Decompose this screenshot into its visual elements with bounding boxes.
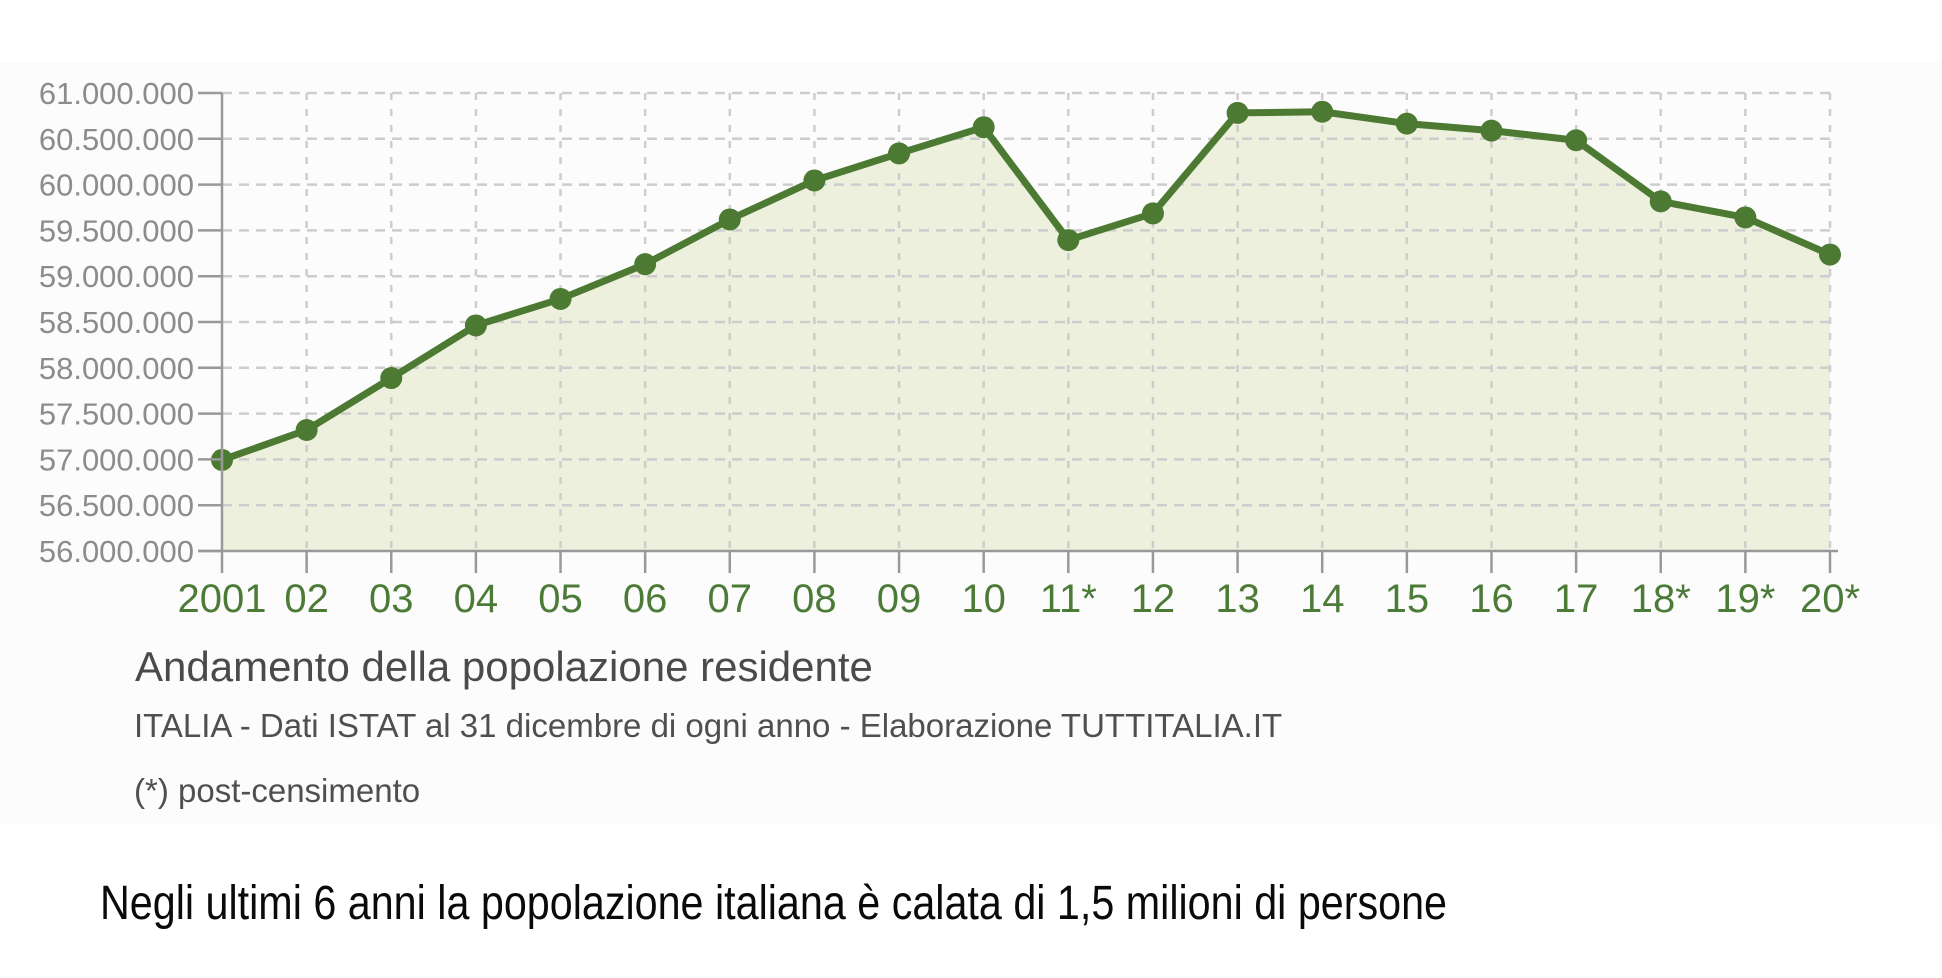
data-point [1649, 190, 1672, 213]
data-point [1226, 101, 1249, 124]
x-axis-label: 19* [1715, 577, 1775, 621]
x-axis-label: 02 [284, 577, 329, 621]
y-axis-label: 58.000.000 [39, 351, 194, 386]
y-axis-label: 60.500.000 [39, 122, 194, 157]
data-point [464, 314, 487, 337]
data-point [718, 208, 741, 231]
y-axis-label: 58.500.000 [39, 305, 194, 340]
data-point [1057, 229, 1080, 252]
x-axis-label: 18* [1631, 577, 1691, 621]
y-axis-label: 61.000.000 [39, 76, 194, 111]
x-axis-label: 06 [623, 577, 668, 621]
data-point [1480, 119, 1503, 142]
y-axis-label: 57.000.000 [39, 442, 194, 477]
data-point [1141, 202, 1164, 225]
chart-footnote: (*) post-censimento [134, 772, 421, 809]
y-axis-label: 57.500.000 [39, 397, 194, 432]
x-axis-label: 07 [708, 577, 753, 621]
page-caption: Negli ultimi 6 anni la popolazione itali… [100, 877, 1448, 930]
x-axis-label: 05 [538, 577, 583, 621]
x-axis-label: 15 [1385, 577, 1430, 621]
x-axis-label: 03 [369, 577, 414, 621]
axes [198, 91, 1838, 573]
x-axis-label: 12 [1131, 577, 1176, 621]
data-point [1565, 129, 1588, 152]
chart-title: Andamento della popolazione residente [135, 643, 873, 690]
data-point [1819, 243, 1841, 266]
y-axis-label: 59.000.000 [39, 259, 194, 294]
data-point [1734, 206, 1757, 229]
chart-subtitle: ITALIA - Dati ISTAT al 31 dicembre di og… [134, 707, 1283, 744]
x-axis-label: 17 [1554, 577, 1599, 621]
data-point [549, 287, 572, 310]
x-axis-label: 14 [1300, 577, 1345, 621]
data-point [1395, 112, 1418, 135]
x-axis-label: 10 [961, 577, 1006, 621]
data-point [634, 253, 657, 276]
x-axis-label: 16 [1469, 577, 1514, 621]
y-axis-label: 56.000.000 [39, 534, 194, 569]
x-axis-label: 09 [877, 577, 922, 621]
trend-line [211, 100, 1841, 471]
x-axis-label: 11* [1040, 577, 1097, 621]
y-axis-labels: 61.000.000 60.500.000 60.000.000 59.500.000… [39, 76, 194, 569]
x-axis-labels: 2001 02 03 04 05 06 07 08 09 10 11* 12 13 14 15 16 17 18*… [178, 577, 1861, 621]
x-axis-label: 08 [792, 577, 837, 621]
area-fill [222, 111, 1830, 552]
x-axis-label: 04 [454, 577, 499, 621]
data-point [972, 116, 995, 139]
data-point [803, 169, 826, 192]
y-axis-label: 60.000.000 [39, 168, 194, 203]
data-point [295, 418, 318, 441]
x-axis-label: 2001 [178, 577, 267, 621]
data-point [888, 142, 911, 165]
x-axis-label: 20* [1800, 577, 1860, 621]
data-point [380, 367, 403, 390]
x-axis-label: 13 [1215, 577, 1260, 621]
y-axis-label: 59.500.000 [39, 213, 194, 248]
y-axis-label: 56.500.000 [39, 488, 194, 523]
data-point [1311, 100, 1334, 123]
